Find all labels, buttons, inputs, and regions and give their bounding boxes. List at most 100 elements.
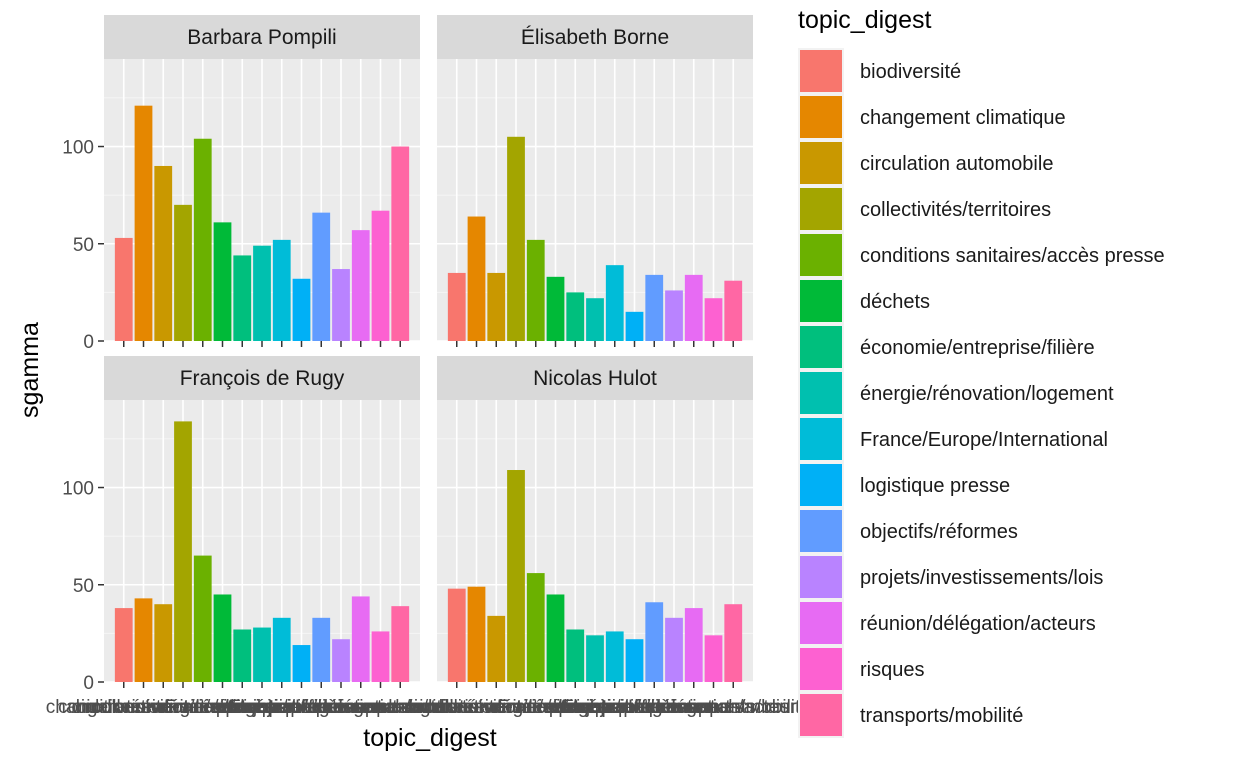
- bar: [193, 138, 212, 341]
- x-tick-label: conditions sanitaires/accès presse: [58, 697, 347, 718]
- bar: [526, 239, 545, 341]
- x-tick-label: risques: [350, 697, 411, 718]
- legend-item: risques: [798, 646, 924, 692]
- legend-item: collectivités/territoires: [798, 186, 1051, 232]
- bar: [114, 608, 133, 682]
- bar: [605, 265, 624, 341]
- legend-label: réunion/délégation/acteurs: [860, 613, 1096, 635]
- y-tick-label: 50: [73, 576, 94, 597]
- bar: [213, 594, 232, 682]
- legend-swatch: [800, 234, 842, 276]
- legend-item: conditions sanitaires/accès presse: [798, 232, 1165, 278]
- legend-item: circulation automobile: [798, 140, 1053, 186]
- bar: [351, 596, 370, 682]
- bar: [566, 292, 585, 341]
- x-tick-label: biodiversité: [409, 697, 505, 718]
- x-tick-label: logistique presse: [230, 697, 373, 718]
- legend-label: logistique presse: [860, 475, 1010, 497]
- bar: [253, 245, 271, 341]
- legend-label: conditions sanitaires/accès presse: [860, 245, 1165, 267]
- legend-swatch: [800, 188, 842, 230]
- y-tick-label: 0: [83, 332, 94, 353]
- facet-panel: Élisabeth Borne: [437, 15, 753, 347]
- legend-item: logistique presse: [798, 462, 1010, 508]
- y-tick-label: 0: [83, 673, 94, 694]
- bar: [645, 602, 664, 682]
- legend-item: réunion/délégation/acteurs: [798, 600, 1096, 646]
- legend-label: risques: [860, 659, 924, 681]
- bar: [487, 615, 506, 682]
- bar: [312, 212, 331, 341]
- legend-label: changement climatique: [860, 107, 1066, 129]
- x-tick-label: collectivités/territoires: [92, 697, 274, 718]
- bar: [724, 604, 743, 682]
- legend-item: économie/entreprise/filière: [798, 324, 1095, 370]
- bar: [332, 639, 350, 682]
- x-axis-title: topic_digest: [363, 724, 496, 752]
- bar: [371, 210, 390, 341]
- bar: [546, 594, 565, 682]
- legend-item: déchets: [798, 278, 930, 324]
- bar: [292, 645, 311, 682]
- x-tick-label: transports/mobilité: [323, 697, 478, 718]
- x-tick-label: énergie/rénovation/logement: [142, 697, 384, 718]
- bar: [447, 272, 466, 341]
- facet-panel: Barbara Pompili 0 50 100: [62, 15, 420, 353]
- legend-label: objectifs/réformes: [860, 521, 1018, 543]
- legend-label: transports/mobilité: [860, 705, 1023, 727]
- bar: [134, 598, 153, 682]
- bar: [724, 280, 743, 341]
- legend-item: objectifs/réformes: [798, 508, 1018, 554]
- x-tick-label: France/Europe/International: [164, 697, 400, 718]
- legend-label: collectivités/territoires: [860, 199, 1051, 221]
- bar: [625, 311, 644, 341]
- bar: [467, 216, 486, 341]
- legend-swatch: [800, 464, 842, 506]
- bar: [174, 204, 192, 341]
- facet-strip: [104, 356, 420, 400]
- legend-swatch: [800, 280, 842, 322]
- legend-swatch: [800, 510, 842, 552]
- legend-item: transports/mobilité: [798, 692, 1023, 738]
- bar: [704, 635, 723, 682]
- bar: [391, 606, 410, 682]
- x-tick-label: conditions sanitaires/accès presse: [391, 697, 680, 718]
- x-tick-label: changement climatique: [46, 697, 241, 718]
- facet-strip: [104, 15, 420, 59]
- legend-label: énergie/rénovation/logement: [860, 383, 1114, 405]
- bar: [586, 635, 604, 682]
- x-tick-label: risques: [683, 697, 744, 718]
- y-tick-label: 50: [73, 235, 94, 256]
- facet-strip: [437, 15, 753, 59]
- x-tick-label: économie/entreprise/filière: [131, 697, 354, 718]
- x-tick-label: objectifs/réformes: [246, 697, 396, 718]
- bar: [665, 290, 683, 341]
- y-tick-label: 100: [62, 138, 94, 159]
- legend-label: France/Europe/International: [860, 429, 1108, 451]
- bar: [193, 555, 212, 682]
- x-tick-label: circulation automobile: [404, 697, 588, 718]
- legend-swatch: [800, 602, 842, 644]
- legend-swatch: [800, 142, 842, 184]
- bar: [546, 276, 565, 341]
- bar: [566, 629, 585, 682]
- legend-item: énergie/rénovation/logement: [798, 370, 1114, 416]
- legend-label: biodiversité: [860, 61, 961, 83]
- x-tick-label: déchets: [522, 697, 589, 718]
- facet-strip-title: François de Rugy: [180, 367, 345, 390]
- bar: [507, 470, 525, 682]
- legend-swatch: [800, 556, 842, 598]
- x-tick-label: objectifs/réformes: [579, 697, 729, 718]
- x-tick-label: déchets: [189, 697, 256, 718]
- bar: [174, 421, 192, 682]
- bar: [233, 629, 252, 682]
- bar: [684, 274, 703, 341]
- bar: [233, 255, 252, 341]
- bar: [704, 298, 723, 341]
- legend-swatch: [800, 372, 842, 414]
- facet-strip: [437, 356, 753, 400]
- bar: [272, 239, 291, 341]
- facet-strip-title: Nicolas Hulot: [533, 367, 657, 390]
- x-tick-label: projets/investissements/lois: [558, 697, 789, 718]
